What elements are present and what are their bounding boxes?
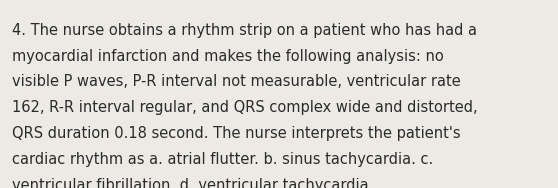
Text: cardiac rhythm as a. atrial flutter. b. sinus tachycardia. c.: cardiac rhythm as a. atrial flutter. b. …	[12, 152, 434, 167]
Text: 162, R-R interval regular, and QRS complex wide and distorted,: 162, R-R interval regular, and QRS compl…	[12, 100, 478, 115]
Text: QRS duration 0.18 second. The nurse interprets the patient's: QRS duration 0.18 second. The nurse inte…	[12, 126, 461, 141]
Text: visible P waves, P-R interval not measurable, ventricular rate: visible P waves, P-R interval not measur…	[12, 74, 461, 89]
Text: 4. The nurse obtains a rhythm strip on a patient who has had a: 4. The nurse obtains a rhythm strip on a…	[12, 23, 477, 38]
Text: ventricular fibrillation. d. ventricular tachycardia.: ventricular fibrillation. d. ventricular…	[12, 178, 374, 188]
Text: myocardial infarction and makes the following analysis: no: myocardial infarction and makes the foll…	[12, 49, 444, 64]
